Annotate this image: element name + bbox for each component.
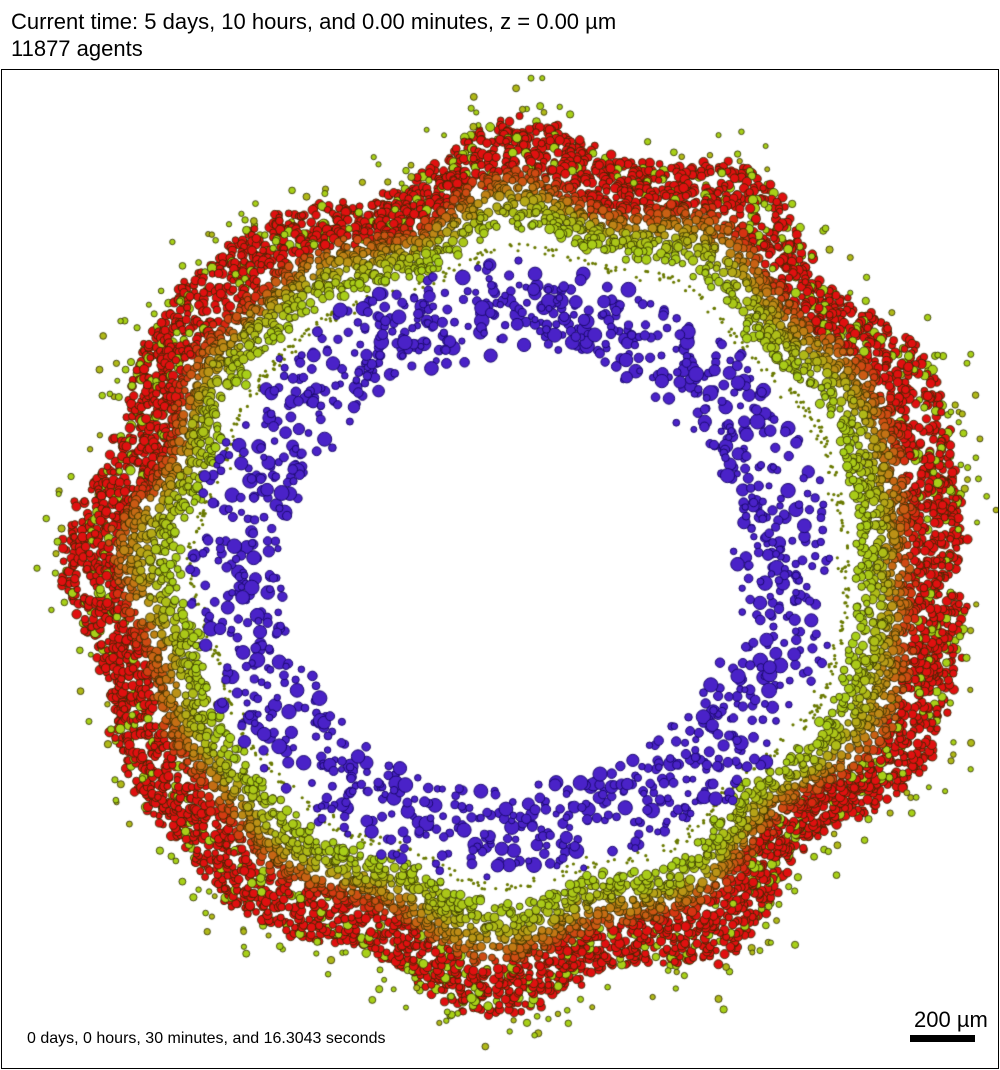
agent-count-label: 11877 agents [11, 36, 143, 61]
header: Current time: 5 days, 10 hours, and 0.00… [0, 0, 1000, 68]
cell-population-rendering [2, 70, 998, 1068]
elapsed-runtime-label: 0 days, 0 hours, 30 minutes, and 16.3043… [27, 1030, 386, 1047]
current-time-label: Current time: 5 days, 10 hours, and 0.00… [11, 9, 617, 34]
scale-bar-label: 200 µm [914, 1007, 988, 1032]
scale-bar [910, 1035, 975, 1042]
simulation-viewport: 0 days, 0 hours, 30 minutes, and 16.3043… [1, 69, 999, 1069]
